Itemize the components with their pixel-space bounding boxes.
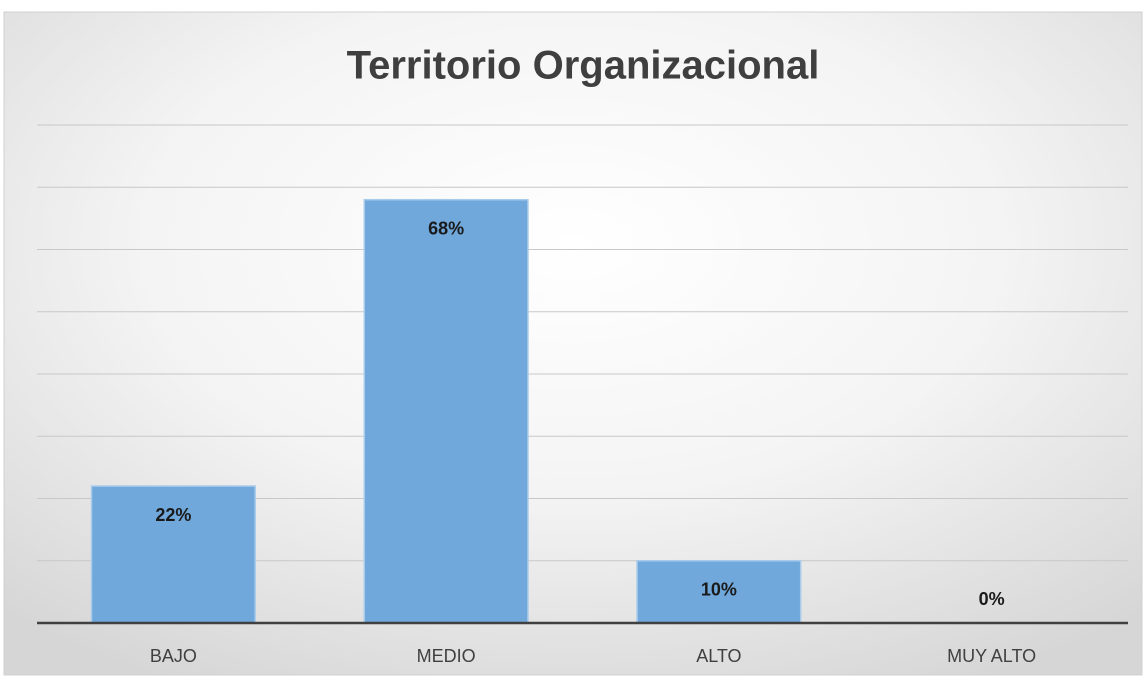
chart-title: Territorio Organizacional xyxy=(347,44,820,88)
x-tick-label: MUY ALTO xyxy=(947,646,1036,666)
bar xyxy=(363,198,529,624)
data-label: 22% xyxy=(155,505,191,525)
data-label: 10% xyxy=(701,580,737,600)
x-tick-label: MEDIO xyxy=(417,646,476,666)
data-label: 68% xyxy=(428,218,464,238)
bar xyxy=(636,560,802,624)
data-label: 0% xyxy=(979,589,1005,609)
x-tick-label: BAJO xyxy=(150,646,197,666)
bar xyxy=(90,485,256,624)
x-tick-label: ALTO xyxy=(696,646,741,666)
